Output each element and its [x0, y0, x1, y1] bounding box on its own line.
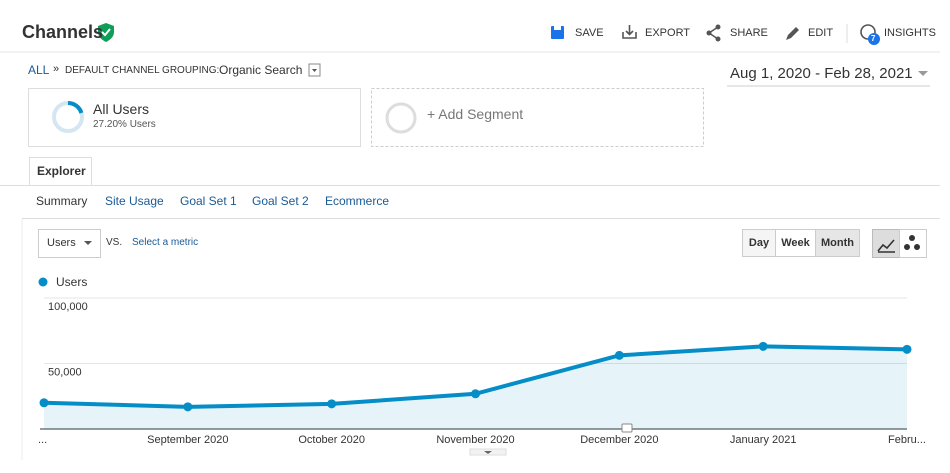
- point: [902, 344, 912, 354]
- subtab[interactable]: Goal Set 2: [252, 194, 309, 208]
- save-button[interactable]: SAVE: [575, 27, 604, 39]
- x-tick-label: December 2020: [580, 434, 658, 446]
- breadcrumb-separator: »: [53, 63, 60, 75]
- subtab[interactable]: Summary: [36, 194, 88, 208]
- insights-badge-bg: [868, 33, 880, 45]
- point: [39, 398, 49, 408]
- line-chart-icon: [877, 239, 895, 253]
- segment-name: All Users: [93, 101, 150, 117]
- tab-box: [29, 157, 92, 185]
- select-metric[interactable]: Select a metric: [132, 237, 199, 248]
- point: [614, 350, 624, 360]
- date-caret[interactable]: [918, 71, 928, 76]
- breadcrumb-all[interactable]: ALL: [28, 63, 50, 77]
- share-button[interactable]: SHARE: [730, 27, 768, 39]
- insights-badge: 7: [871, 34, 876, 43]
- line-chart-toggle[interactable]: [872, 229, 900, 258]
- edit-button[interactable]: EDIT: [808, 27, 834, 39]
- metric-dropdown[interactable]: [38, 229, 101, 258]
- date-range[interactable]: Aug 1, 2020 - Feb 28, 2021: [730, 65, 913, 82]
- point: [183, 402, 193, 412]
- x-tick-label: September 2020: [147, 434, 228, 446]
- metric-caret: [84, 241, 92, 245]
- collapse-caret: [484, 451, 492, 454]
- save-icon-detail: [554, 26, 561, 30]
- x-tick-label: ...: [38, 434, 47, 446]
- legend-marker: [38, 277, 48, 287]
- share-icon[interactable]: [706, 24, 721, 42]
- subtab[interactable]: Ecommerce: [325, 194, 390, 208]
- add-segment-box[interactable]: [371, 88, 704, 147]
- motion-chart-toggle[interactable]: [899, 229, 927, 258]
- export-icon[interactable]: [622, 25, 637, 39]
- point: [471, 389, 480, 399]
- day-button[interactable]: Day: [742, 229, 776, 257]
- tab[interactable]: Explorer: [37, 164, 86, 178]
- verified-check: [101, 28, 111, 37]
- point: [758, 341, 768, 351]
- legend-label: Users: [56, 275, 87, 289]
- y-tick-label: 50,000: [48, 367, 82, 379]
- add-segment-ring: [385, 102, 417, 134]
- breadcrumb-grouping: DEFAULT CHANNEL GROUPING:: [65, 65, 220, 76]
- point: [327, 399, 337, 409]
- subtab[interactable]: Site Usage: [105, 194, 164, 208]
- motion-chart-icon: [904, 235, 920, 250]
- x-tick-label: Febru...: [888, 434, 926, 446]
- segment-share: 27.20% Users: [93, 119, 156, 130]
- area: [44, 346, 907, 429]
- subtab[interactable]: Goal Set 1: [180, 194, 237, 208]
- x-tick-label: November 2020: [436, 434, 514, 446]
- annotation-icon[interactable]: [621, 423, 633, 433]
- add-segment[interactable]: + Add Segment: [427, 106, 524, 122]
- breadcrumb-channel: Organic Search: [219, 63, 303, 77]
- x-tick-label: January 2021: [730, 434, 797, 446]
- dropdown-caret: [312, 69, 317, 72]
- month-button[interactable]: Month: [815, 229, 860, 257]
- y-tick-label: 100,000: [48, 301, 88, 313]
- x-tick-label: October 2020: [298, 434, 365, 446]
- segment-box[interactable]: [28, 88, 361, 147]
- edit-icon[interactable]: [786, 27, 799, 40]
- insights-button[interactable]: INSIGHTS: [884, 27, 936, 39]
- metric-label: Users: [47, 237, 76, 249]
- segment-ring: [67, 101, 84, 114]
- vs-label: VS.: [106, 237, 123, 248]
- page-title: Channels: [22, 22, 104, 42]
- week-button[interactable]: Week: [775, 229, 816, 257]
- export-button[interactable]: EXPORT: [645, 27, 691, 39]
